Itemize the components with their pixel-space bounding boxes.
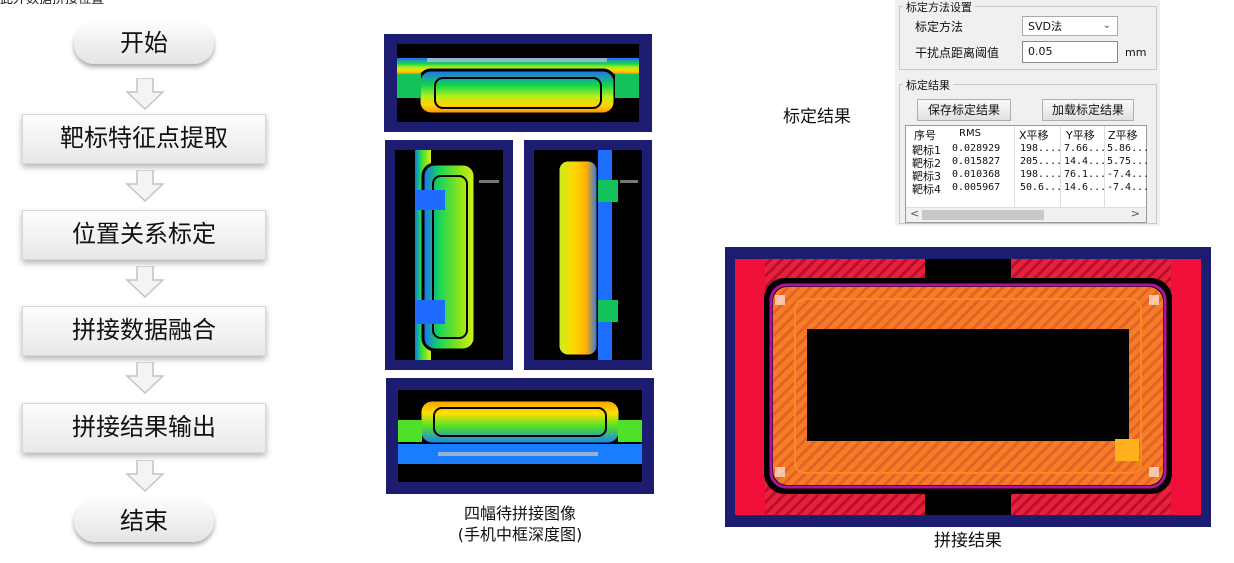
calibration-settings-panel: 标定方法设置 标定方法 SVD法 ⌄ 干扰点距离阈值 0.05 mm 标定结果 … — [895, 0, 1160, 226]
down-arrow-icon — [125, 460, 165, 492]
table-row[interactable]: 靶标2 0.015827 205.... 14.4... 5.75... — [912, 156, 1150, 170]
result-group-title: 标定结果 — [903, 77, 953, 93]
threshold-input[interactable]: 0.05 — [1022, 41, 1118, 63]
scroll-right-arrow-icon[interactable]: > — [1130, 207, 1140, 220]
threshold-unit: mm — [1125, 46, 1147, 59]
scrollbar-thumb[interactable] — [922, 210, 1044, 220]
down-arrow-icon — [125, 266, 165, 298]
flow-step-1: 靶标特征点提取 — [22, 114, 266, 164]
scroll-left-arrow-icon[interactable]: < — [910, 207, 920, 220]
col-header-z[interactable]: Z平移 — [1108, 129, 1138, 142]
flow-step-4: 拼接结果输出 — [22, 403, 266, 453]
col-header-x[interactable]: X平移 — [1019, 129, 1049, 142]
calibration-result-table[interactable]: 序号 RMS X平移 Y平移 Z平移 靶标1 0.028929 198.... … — [905, 125, 1150, 223]
down-arrow-icon — [125, 170, 165, 202]
threshold-label: 干扰点距离阈值 — [915, 46, 1000, 60]
down-arrow-icon — [125, 78, 165, 110]
source-image-bottom — [386, 378, 654, 494]
load-calibration-button[interactable]: 加载标定结果 — [1042, 99, 1134, 121]
flow-step-3: 拼接数据融合 — [22, 306, 266, 356]
down-arrow-icon — [125, 362, 165, 394]
calibration-result-label: 标定结果 — [783, 107, 851, 127]
source-image-top — [384, 34, 652, 132]
method-settings-title: 标定方法设置 — [903, 0, 975, 15]
source-images-caption: 四幅待拼接图像 (手机中框深度图) — [457, 504, 583, 544]
stitched-result-image — [725, 247, 1211, 527]
col-header-index[interactable]: 序号 — [914, 129, 936, 142]
flow-start: 开始 — [74, 24, 214, 64]
table-row[interactable]: 靶标1 0.028929 198.... 7.66... 5.86... — [912, 143, 1150, 157]
table-row[interactable]: 靶标4 0.005967 50.6... 14.6... -7.4... — [912, 182, 1150, 196]
flow-end: 结束 — [74, 500, 214, 542]
method-select[interactable]: SVD法 ⌄ — [1022, 16, 1118, 36]
col-header-y[interactable]: Y平移 — [1066, 129, 1095, 142]
col-header-rms[interactable]: RMS — [959, 128, 981, 139]
save-calibration-button[interactable]: 保存标定结果 — [917, 99, 1011, 121]
table-row[interactable]: 靶标3 0.010368 198.... 76.1... -7.4... — [912, 169, 1150, 183]
horizontal-scrollbar[interactable]: < > — [906, 207, 1146, 222]
flow-step-2: 位置关系标定 — [22, 210, 266, 260]
method-settings-group — [899, 6, 1157, 70]
method-label: 标定方法 — [915, 20, 964, 34]
source-image-right — [524, 140, 652, 370]
stitched-result-caption: 拼接结果 — [934, 531, 1002, 551]
chevron-down-icon: ⌄ — [1102, 20, 1111, 31]
result-group — [899, 84, 1157, 224]
source-image-left — [385, 140, 513, 370]
top-banner-text: 此外数据拼接位置 — [0, 0, 620, 4]
